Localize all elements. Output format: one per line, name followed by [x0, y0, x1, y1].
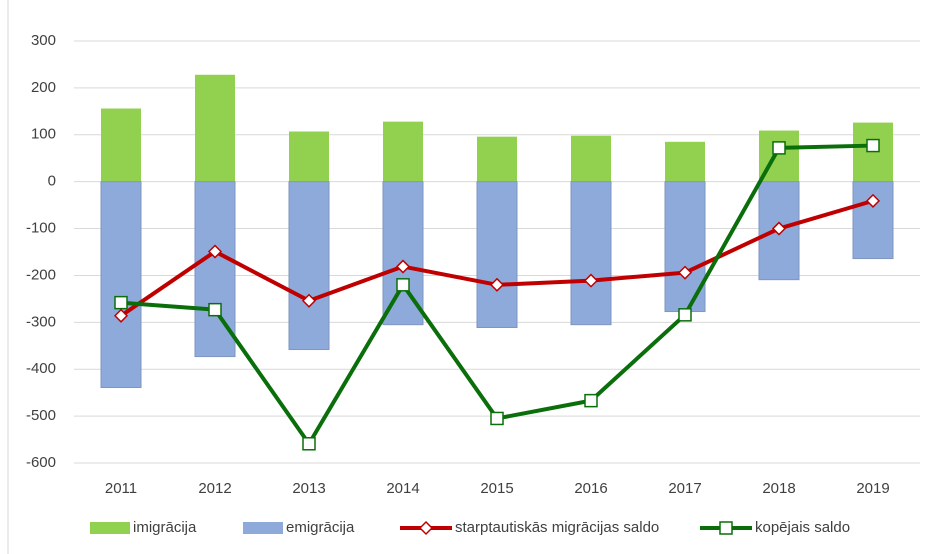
marker [677, 265, 693, 280]
x-tick-label: 2016 [574, 480, 607, 497]
marker [114, 295, 128, 310]
y-tick-label: -100 [26, 220, 56, 237]
bar [289, 131, 329, 182]
bar [476, 181, 518, 328]
marker [396, 278, 410, 292]
y-tick-label: 300 [31, 32, 56, 49]
x-tick-label: 2014 [386, 480, 419, 497]
bar [383, 121, 423, 182]
marker [395, 259, 411, 274]
y-tick-label: -300 [26, 313, 56, 330]
y-tick-label: 0 [48, 173, 56, 190]
marker [866, 138, 880, 153]
legend-swatch [243, 522, 283, 534]
bar [665, 141, 705, 182]
y-tick-label: -200 [26, 266, 56, 283]
legend-label: emigrācija [286, 519, 355, 536]
legend-label: starptautiskās migrācijas saldo [455, 519, 659, 536]
bar [852, 181, 894, 260]
marker [865, 193, 881, 208]
x-tick-label: 2012 [198, 480, 231, 497]
y-tick-label: -600 [26, 454, 56, 471]
marker [583, 273, 599, 288]
legend-swatch [90, 522, 130, 534]
y-tick-label: -500 [26, 407, 56, 424]
marker [772, 141, 786, 155]
x-tick-label: 2011 [105, 480, 137, 497]
legend-marker [418, 520, 434, 536]
bar [195, 74, 235, 182]
marker [301, 293, 317, 308]
marker [490, 411, 504, 426]
y-tick-label: 200 [31, 79, 56, 96]
bar [288, 181, 330, 351]
marker [771, 221, 787, 236]
marker [489, 277, 505, 292]
bar [101, 108, 141, 182]
legend-label: imigrācija [133, 519, 197, 536]
bar [570, 181, 612, 326]
x-tick-label: 2015 [480, 480, 513, 497]
x-tick-label: 2013 [292, 480, 325, 497]
marker [208, 302, 222, 317]
bar [477, 136, 517, 182]
bar [571, 135, 611, 182]
marker [302, 437, 316, 451]
x-tick-label: 2017 [668, 480, 701, 497]
y-tick-label: 100 [31, 126, 56, 143]
marker [584, 393, 598, 408]
x-tick-label: 2019 [856, 480, 889, 497]
legend-label: kopējais saldo [755, 519, 850, 536]
marker [678, 308, 692, 322]
marker [207, 244, 223, 259]
x-tick-label: 2018 [762, 480, 795, 497]
legend-marker [719, 521, 733, 535]
bar [100, 181, 142, 389]
y-tick-label: -400 [26, 360, 56, 377]
marker [113, 308, 129, 323]
